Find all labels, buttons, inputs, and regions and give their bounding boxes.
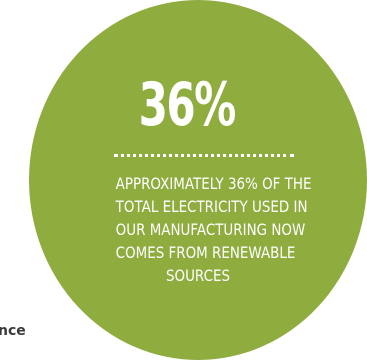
- caption-line: COMES FROM RENEWABLE: [115, 243, 296, 262]
- stat-caption: APPROXIMATELY 36% OF THE TOTAL ELECTRICI…: [115, 172, 312, 287]
- caption-line: APPROXIMATELY 36% OF THE: [115, 174, 312, 193]
- caption-line: OUR MANUFACTURING NOW: [115, 220, 306, 239]
- stat-circle: [29, 0, 367, 360]
- dotted-divider: [114, 154, 294, 157]
- stat-value: 36%: [138, 70, 237, 140]
- caption-line: SOURCES: [165, 266, 231, 285]
- cropped-text-fragment: nce: [0, 323, 26, 339]
- caption-line: TOTAL ELECTRICITY USED IN: [115, 197, 308, 216]
